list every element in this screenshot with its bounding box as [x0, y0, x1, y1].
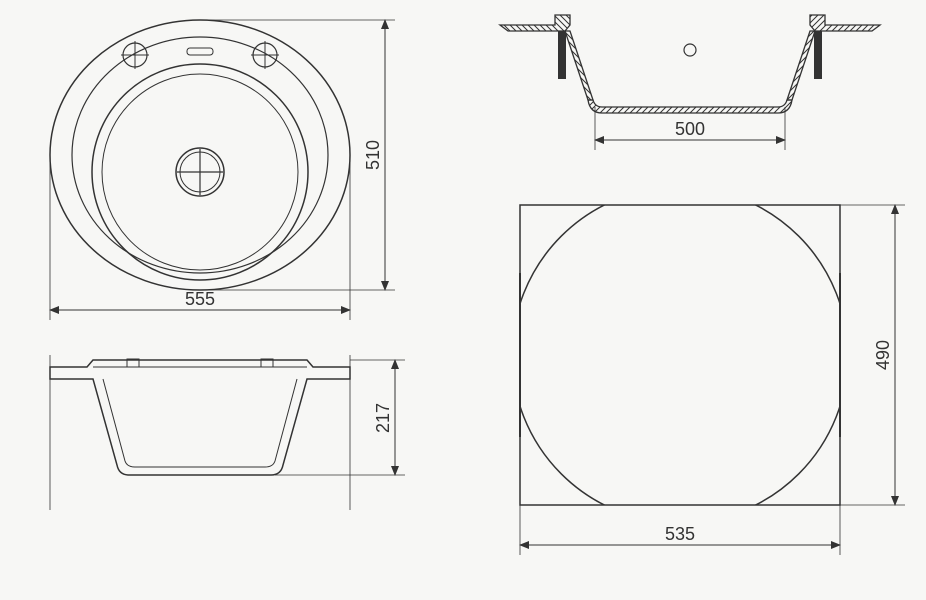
dim-top-height: 510 — [363, 140, 383, 170]
dim-cutout-width: 535 — [665, 524, 695, 544]
cutout-view: 535 490 — [512, 187, 905, 555]
dim-cutout-height: 490 — [873, 340, 893, 370]
dim-top-width: 555 — [185, 289, 215, 309]
dim-section-width: 500 — [675, 119, 705, 139]
dim-side-height: 217 — [373, 403, 393, 433]
technical-drawing: 555 510 217 — [0, 0, 926, 600]
side-view: 217 — [50, 355, 405, 510]
section-view: 500 — [500, 15, 880, 150]
top-view: 555 510 — [50, 20, 395, 320]
